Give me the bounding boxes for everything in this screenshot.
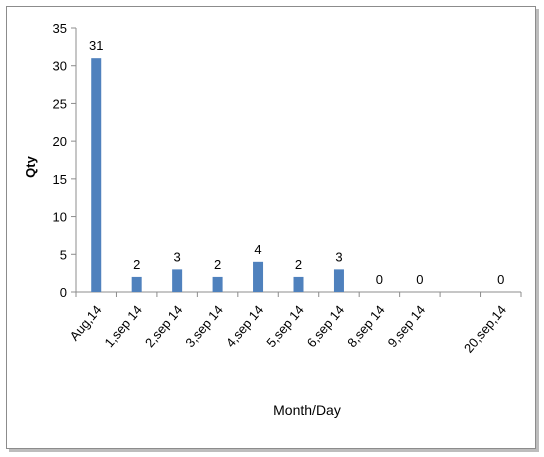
y-tick-label: 0 xyxy=(60,285,67,300)
bar xyxy=(131,276,142,292)
bar xyxy=(91,58,102,292)
x-tick-label: 20,sep,14 xyxy=(461,302,509,355)
x-axis: Aug,141,sep 142,sep 143,sep 144,sep 145,… xyxy=(67,291,522,356)
chart-frame: 0 5 10 15 20 25 30 35 Aug,14 1,sep 14 2,sep 14 3,s… xyxy=(6,6,536,449)
x-tick-label: 3,sep 14 xyxy=(182,302,226,350)
y-tick-label: 20 xyxy=(53,134,67,149)
data-label: 2 xyxy=(214,257,221,272)
x-tick-label: 2,sep 14 xyxy=(142,302,186,350)
data-label: 4 xyxy=(254,242,261,257)
x-tick-label: 5,sep 14 xyxy=(263,302,307,350)
x-tick-label: 9,sep 14 xyxy=(385,302,429,350)
data-label: 31 xyxy=(89,38,103,53)
bar xyxy=(293,276,304,292)
x-tick-label: 1,sep 14 xyxy=(101,302,145,350)
bars-group xyxy=(91,58,344,292)
data-label: 0 xyxy=(416,272,423,287)
data-label: 3 xyxy=(174,249,181,264)
data-label: 0 xyxy=(376,272,383,287)
x-tick-label: 8,sep 14 xyxy=(344,302,388,350)
y-tick-label: 25 xyxy=(53,96,67,111)
data-label: 3 xyxy=(335,249,342,264)
bar xyxy=(253,261,264,292)
x-tick-label: Aug,14 xyxy=(67,302,105,343)
y-tick-label: 30 xyxy=(53,59,67,74)
bar xyxy=(212,276,223,292)
x-axis-title: Month/Day xyxy=(273,402,341,418)
data-labels-group: 31 2 3 2 4 2 3 0 0 0 xyxy=(89,38,504,287)
y-tick-label: 35 xyxy=(53,21,67,36)
data-label: 2 xyxy=(133,257,140,272)
y-tick-label: 10 xyxy=(53,210,67,225)
bar xyxy=(172,269,183,292)
data-label: 2 xyxy=(295,257,302,272)
data-label: 0 xyxy=(497,272,504,287)
y-tick-label: 5 xyxy=(60,247,67,262)
x-tick-label: 4,sep 14 xyxy=(223,302,267,350)
bar xyxy=(333,269,344,292)
y-tick-label: 15 xyxy=(53,172,67,187)
x-tick-label: 6,sep 14 xyxy=(304,302,348,350)
y-axis-title: Qty xyxy=(23,155,38,177)
y-axis: 0 5 10 15 20 25 30 35 xyxy=(53,21,77,300)
